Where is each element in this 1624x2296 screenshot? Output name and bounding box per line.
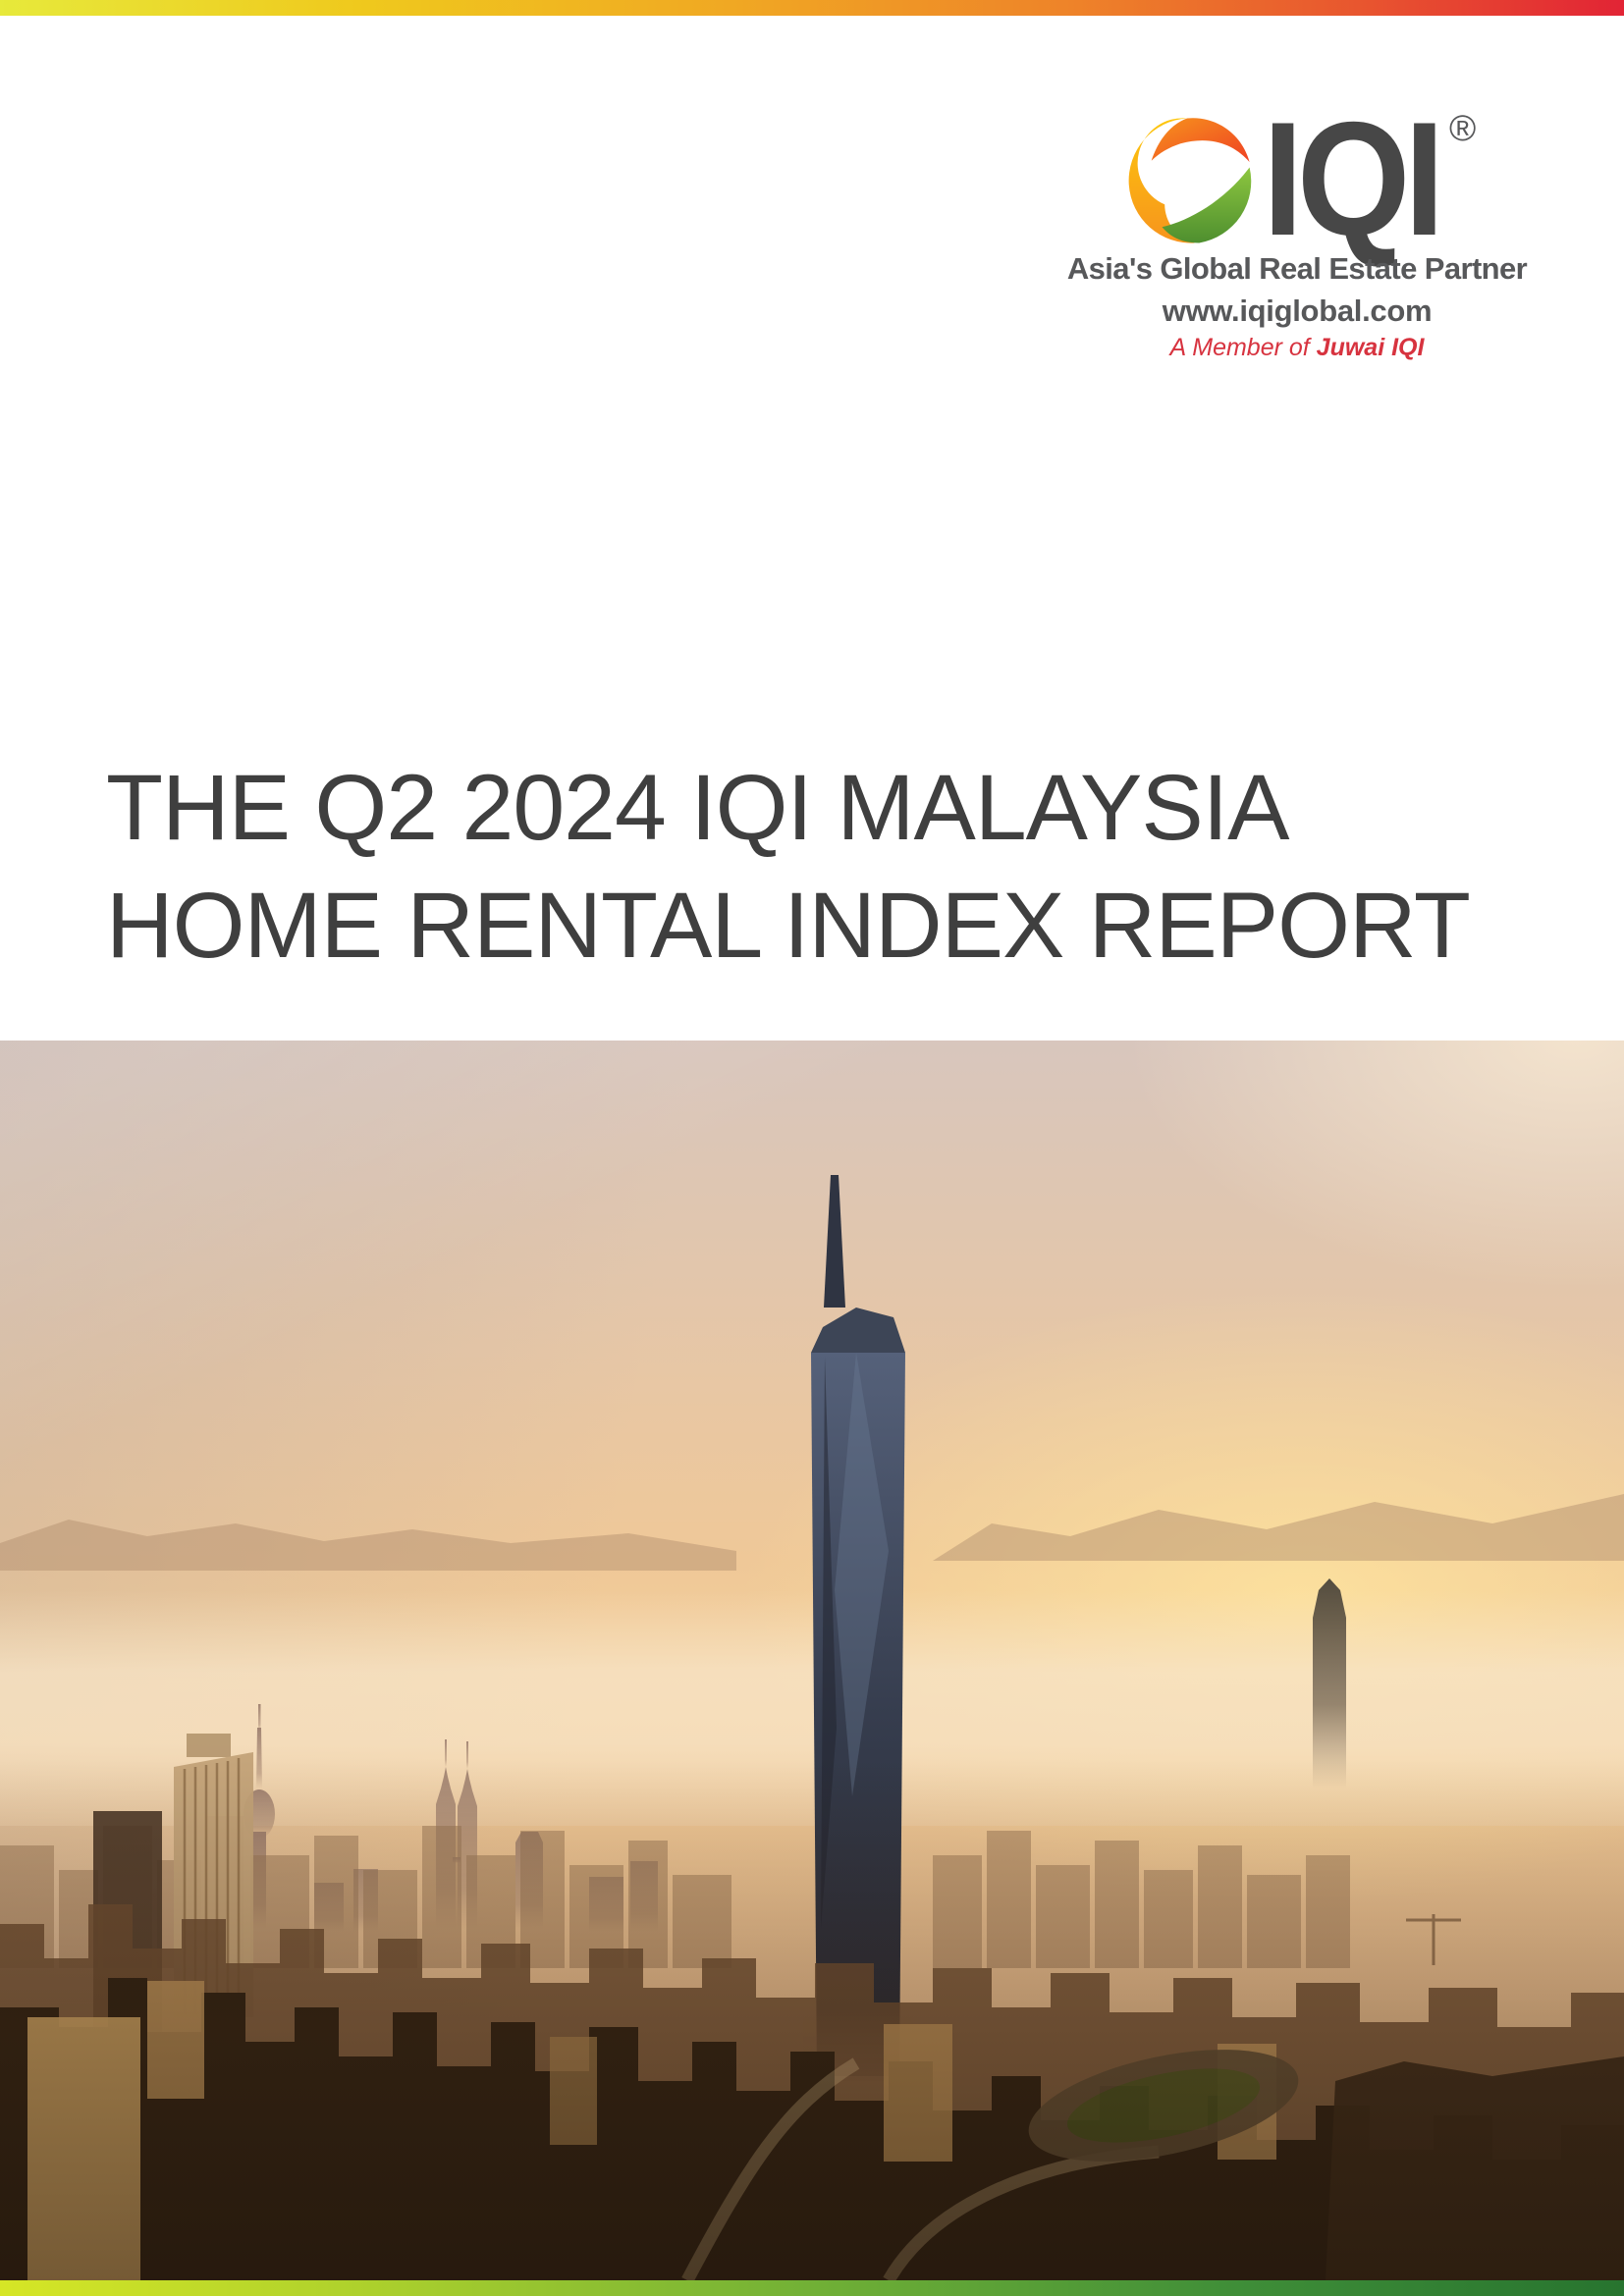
sunlit-buildings: [27, 1981, 1276, 2280]
member-brand: Juwai IQI: [1316, 334, 1425, 361]
logo-website: www.iqiglobal.com: [1162, 294, 1433, 328]
report-title: THE Q2 2024 IQI MALAYSIA HOME RENTAL IND…: [106, 749, 1471, 985]
exchange-106-tower: [1313, 1578, 1346, 1789]
hillside: [1326, 2056, 1624, 2280]
bottom-gradient-bar: [0, 2280, 1624, 2296]
title-line-1: THE Q2 2024 IQI MALAYSIA: [106, 756, 1289, 860]
photo-cityscape: [0, 1175, 1624, 2280]
member-prefix: A Member of: [1169, 334, 1317, 361]
cover-photo-kuala-lumpur-skyline: [0, 1041, 1624, 2280]
iqi-wordmark: IQI: [1263, 88, 1444, 269]
title-line-2: HOME RENTAL INDEX REPORT: [106, 874, 1471, 978]
front-cityscape: [0, 1978, 1624, 2280]
merdeka-118-tower: [803, 1175, 913, 2081]
member-line: A Member of Juwai IQI: [1037, 334, 1557, 362]
iqi-globe-icon: [1128, 118, 1252, 243]
photo-fog-layer: [0, 1590, 1624, 1826]
top-gradient-bar: [0, 0, 1624, 16]
logo-tagline: Asia's Global Real Estate Partner: [1066, 251, 1528, 286]
stadium: [1028, 2050, 1299, 2162]
registered-trademark-icon: ®: [1449, 108, 1477, 148]
distant-hills: [0, 1494, 1624, 1571]
construction-crane: [1406, 1914, 1461, 1965]
